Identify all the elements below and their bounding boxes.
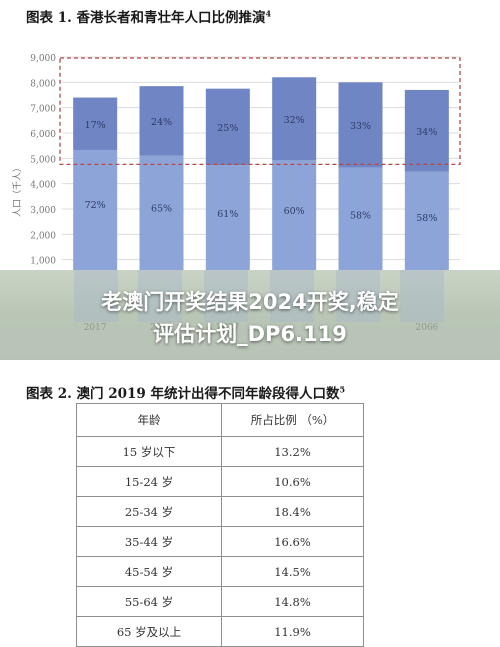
y-axis-label: 人口（千人） bbox=[12, 163, 23, 217]
age-cell: 35-44 岁 bbox=[76, 526, 222, 557]
share-cell: 13.2% bbox=[221, 436, 364, 467]
y-tick-label: 1,000 bbox=[30, 257, 56, 267]
share-cell: 18.4% bbox=[221, 496, 364, 527]
y-tick-label: 4,000 bbox=[30, 181, 56, 191]
bar-lower-segment bbox=[205, 165, 250, 270]
highlight-dashed-box bbox=[59, 57, 461, 166]
share-cell: 10.6% bbox=[221, 466, 364, 497]
bar-upper-label: 32% bbox=[284, 115, 305, 126]
bar-lower-label: 65% bbox=[151, 203, 172, 214]
bar-lower-segment bbox=[404, 171, 449, 270]
bar-upper-label: 33% bbox=[350, 121, 371, 132]
y-tick-label: 5,000 bbox=[30, 155, 56, 165]
bar-upper-segment bbox=[73, 97, 118, 150]
y-tick-label: 8,000 bbox=[30, 79, 56, 89]
x-tick-label: 2017 bbox=[84, 323, 107, 333]
age-cell: 55-64 岁 bbox=[76, 586, 222, 617]
table-row: 65 岁及以上 11.9% bbox=[76, 616, 364, 647]
bar-upper-label: 34% bbox=[416, 127, 437, 138]
faded-chart-continuation: 2017 2022 2027 2066 bbox=[74, 270, 444, 333]
table-row: 15 岁以下 13.2% bbox=[76, 436, 364, 467]
share-cell: 14.5% bbox=[221, 556, 364, 587]
figure-2-title: 图表 2. 澳门 2019 年统计出得不同年龄段得人口数5 bbox=[26, 384, 346, 403]
age-cell: 65 岁及以上 bbox=[76, 616, 222, 647]
bar-lower-label: 58% bbox=[416, 213, 437, 224]
bar-upper-segment bbox=[205, 88, 250, 166]
y-tick-label: 9,000 bbox=[30, 54, 56, 64]
bar-lower-segment bbox=[338, 167, 383, 270]
y-tick-label: 3,000 bbox=[30, 206, 56, 216]
table-row: 25-34 岁 18.4% bbox=[76, 496, 364, 527]
headline-line-1: 老澳门开奖结果2024开奖,稳定 bbox=[101, 290, 399, 314]
bar-upper-label: 17% bbox=[85, 120, 106, 131]
age-cell: 15 岁以下 bbox=[76, 436, 222, 467]
bar-upper-label: 24% bbox=[151, 117, 172, 128]
share-cell: 14.8% bbox=[221, 586, 364, 617]
age-cell: 15-24 岁 bbox=[76, 466, 222, 497]
x-tick-label: 2066 bbox=[415, 323, 438, 333]
share-cell: 16.6% bbox=[221, 526, 364, 557]
share-cell: 11.9% bbox=[221, 616, 364, 647]
figure-1-title: 图表 1. 香港长者和青壮年人口比例推演4 bbox=[26, 8, 272, 27]
figure-1-panel: 1,000 2,000 3,000 4,000 5,000 6,000 7,000 8,000… bbox=[0, 0, 500, 270]
bar-upper-segment bbox=[338, 82, 383, 168]
x-tick-label: 2022 bbox=[150, 323, 173, 333]
y-tick-label: 6,000 bbox=[30, 130, 56, 140]
age-cell: 25-34 岁 bbox=[76, 496, 222, 527]
bar-lower-segment bbox=[272, 160, 317, 270]
x-tick-label: 2027 bbox=[216, 323, 239, 333]
bar-lower-segment bbox=[73, 149, 118, 270]
age-distribution-table: 年龄 所占比例 （%） 15 岁以下 13.2% 15-24 岁 10.6% 25-… bbox=[76, 403, 364, 647]
table-row: 15-24 岁 10.6% bbox=[76, 466, 364, 497]
y-tick-label: 2,000 bbox=[30, 231, 56, 241]
bar-lower-label: 61% bbox=[217, 209, 238, 220]
bar-lower-label: 72% bbox=[85, 200, 106, 211]
headline-overlay: 2017 2022 2027 2066 bbox=[0, 270, 500, 360]
population-stacked-bar-chart: 1,000 2,000 3,000 4,000 5,000 6,000 7,000 8,000… bbox=[12, 54, 461, 270]
bar-upper-segment bbox=[404, 89, 449, 172]
bar-lower-label: 58% bbox=[350, 210, 371, 221]
headline-line-2: 评估计划_DP6.119 bbox=[153, 322, 347, 346]
y-tick-label: 7,000 bbox=[30, 105, 56, 115]
bar-lower-segment bbox=[139, 155, 184, 270]
header-age: 年龄 bbox=[76, 403, 222, 437]
table-header-row: 年龄 所占比例 （%） bbox=[76, 403, 364, 437]
bar-upper-segment bbox=[272, 77, 317, 161]
age-cell: 45-54 岁 bbox=[76, 556, 222, 587]
bar-lower-label: 60% bbox=[284, 206, 305, 217]
table-row: 35-44 岁 16.6% bbox=[76, 526, 364, 557]
header-share: 所占比例 （%） bbox=[221, 403, 364, 437]
table-row: 45-54 岁 14.5% bbox=[76, 556, 364, 587]
table-row: 55-64 岁 14.8% bbox=[76, 586, 364, 617]
bar-upper-segment bbox=[139, 86, 184, 156]
bar-upper-label: 25% bbox=[217, 123, 238, 134]
